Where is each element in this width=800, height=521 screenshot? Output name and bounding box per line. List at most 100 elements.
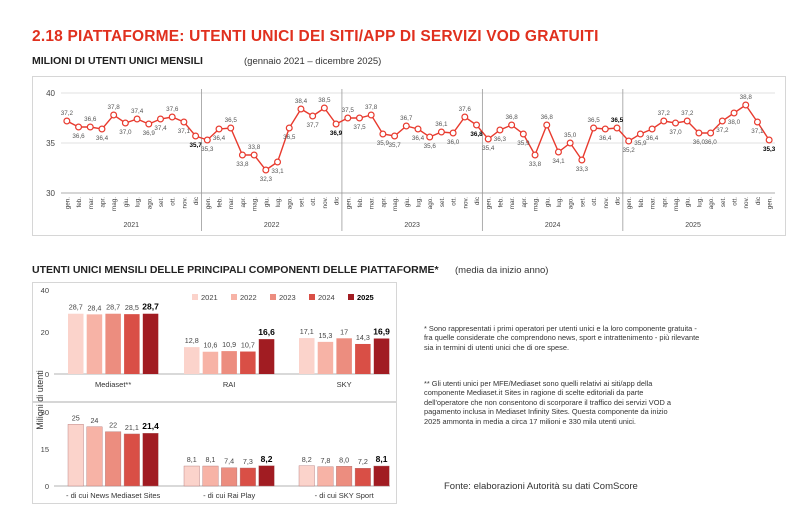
data-point bbox=[636, 130, 644, 138]
data-label: 35,4 bbox=[482, 145, 495, 152]
category-label: - di cui News Mediaset Sites bbox=[66, 491, 160, 500]
month-tick-label: apr. bbox=[521, 197, 528, 208]
data-label: 37,0 bbox=[119, 129, 132, 136]
data-point bbox=[543, 121, 551, 129]
data-point bbox=[765, 136, 773, 144]
bar-label: 21,4 bbox=[142, 421, 159, 431]
month-tick-label: nov. bbox=[181, 197, 188, 209]
data-label: 36,8 bbox=[470, 131, 483, 138]
data-point bbox=[484, 135, 492, 143]
month-tick-label: feb. bbox=[357, 197, 364, 208]
bar bbox=[86, 314, 103, 374]
y-tick-label: 15 bbox=[41, 445, 49, 454]
y-tick-label: 20 bbox=[41, 328, 49, 337]
data-label: 36,4 bbox=[96, 135, 109, 142]
data-label: 36,0 bbox=[447, 139, 460, 146]
y-tick-label: 30 bbox=[41, 408, 49, 417]
legend-label: 2023 bbox=[279, 293, 296, 302]
data-label: 36,7 bbox=[400, 115, 413, 122]
bar bbox=[124, 314, 140, 374]
y-tick-label: 40 bbox=[41, 286, 49, 295]
data-label: 32,3 bbox=[260, 176, 273, 183]
data-point bbox=[262, 166, 270, 174]
bar-label: 8,0 bbox=[339, 455, 349, 464]
data-label: 37,8 bbox=[365, 104, 378, 111]
data-label: 36,1 bbox=[435, 121, 448, 128]
data-label: 36,4 bbox=[599, 135, 612, 142]
category-label: SKY bbox=[337, 380, 352, 389]
month-tick-label: lug. bbox=[275, 197, 282, 207]
data-point bbox=[133, 115, 141, 123]
bar bbox=[142, 433, 159, 487]
legend-swatch bbox=[270, 294, 276, 300]
bar-label: 12,8 bbox=[185, 336, 199, 345]
month-tick-label: ott. bbox=[732, 197, 739, 206]
month-tick-label: ago. bbox=[287, 197, 294, 210]
month-tick-label: giu. bbox=[263, 197, 270, 207]
bar bbox=[105, 431, 122, 487]
data-point bbox=[110, 111, 118, 119]
category-label: Mediaset** bbox=[95, 380, 131, 389]
month-tick-label: ago. bbox=[708, 197, 715, 210]
bar-label: 7,2 bbox=[358, 457, 368, 466]
month-tick-label: gen. bbox=[205, 197, 212, 210]
data-label: 37,7 bbox=[307, 122, 320, 129]
bar-label: 28,7 bbox=[106, 303, 120, 312]
data-label: 35,7 bbox=[388, 142, 401, 149]
bar-label: 10,7 bbox=[241, 341, 255, 350]
line-chart: 30 35 40 37,2 gen. 36,6 feb. 36,6 mar. 36,4 apr. 37… bbox=[46, 89, 776, 231]
data-label: 35,9 bbox=[634, 140, 647, 147]
bar-label: 8,1 bbox=[187, 455, 197, 464]
month-tick-label: nov. bbox=[743, 197, 750, 209]
data-point bbox=[625, 137, 633, 145]
bar bbox=[123, 433, 140, 487]
data-point bbox=[531, 151, 539, 159]
data-label: 33,8 bbox=[236, 161, 249, 168]
bar-label: 7,3 bbox=[243, 457, 253, 466]
month-tick-label: set. bbox=[720, 197, 727, 207]
data-point bbox=[367, 111, 375, 119]
data-point bbox=[566, 139, 574, 147]
bar-chart-period: (media da inizio anno) bbox=[455, 265, 549, 276]
data-label: 35,7 bbox=[189, 142, 202, 149]
bar-label: 24 bbox=[90, 416, 98, 425]
month-tick-label: mar. bbox=[509, 197, 516, 209]
month-tick-label: dic bbox=[614, 197, 621, 205]
month-tick-label: set. bbox=[579, 197, 586, 207]
month-tick-label: ott. bbox=[310, 197, 317, 206]
legend-label: 2025 bbox=[357, 293, 374, 302]
month-tick-label: dic bbox=[755, 197, 762, 205]
month-tick-label: dic bbox=[474, 197, 481, 205]
month-tick-label: gen. bbox=[767, 197, 774, 210]
data-point bbox=[86, 123, 94, 131]
bar-label: 21,1 bbox=[125, 423, 139, 432]
data-point bbox=[753, 118, 761, 126]
bar-label: 16,6 bbox=[258, 327, 275, 337]
month-tick-label: mar. bbox=[88, 197, 95, 209]
month-tick-label: set. bbox=[158, 197, 165, 207]
bar-label: 17,1 bbox=[300, 327, 314, 336]
bar bbox=[68, 313, 84, 374]
data-label: 35,0 bbox=[564, 132, 577, 139]
month-tick-label: mar. bbox=[369, 197, 376, 209]
data-label: 35,2 bbox=[623, 147, 636, 154]
data-point bbox=[121, 119, 129, 127]
data-label: 33,8 bbox=[529, 161, 542, 168]
data-point bbox=[473, 121, 481, 129]
year-label: 2023 bbox=[404, 222, 420, 229]
month-tick-label: giu. bbox=[404, 197, 411, 207]
data-label: 37,2 bbox=[716, 127, 729, 134]
data-label: 35,3 bbox=[763, 146, 776, 153]
category-label: - di cui SKY Sport bbox=[315, 491, 375, 500]
bar bbox=[299, 338, 315, 374]
data-point bbox=[613, 124, 621, 132]
bar-label: 7,4 bbox=[224, 457, 234, 466]
month-tick-label: feb. bbox=[497, 197, 504, 208]
data-label: 33,1 bbox=[271, 168, 284, 175]
bar bbox=[258, 465, 275, 487]
y-tick-label: 40 bbox=[46, 89, 55, 98]
bar bbox=[239, 467, 256, 487]
data-point bbox=[590, 124, 598, 132]
bar bbox=[355, 343, 371, 374]
data-point bbox=[250, 151, 258, 159]
